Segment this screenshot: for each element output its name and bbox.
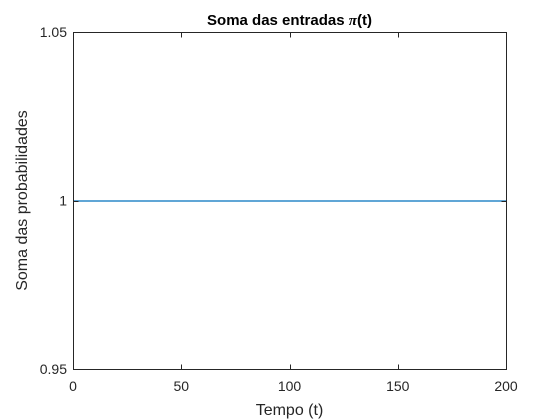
x-tick-label: 150 (386, 378, 410, 394)
x-tick-label: 50 (173, 378, 189, 394)
y-axis-ticks: 0.95 1 1.05 (40, 24, 507, 377)
x-axis-label: Tempo (t) (256, 402, 324, 419)
x-axis-ticks: 0 50 100 150 200 (69, 32, 518, 394)
x-tick-label: 200 (494, 378, 518, 394)
y-tick-label: 1 (59, 193, 67, 209)
y-tick-label: 1.05 (40, 24, 67, 40)
chart-title-symbol: π (349, 13, 358, 29)
x-tick-label: 100 (278, 378, 302, 394)
chart-title: Soma das entradas π(t) (207, 12, 372, 29)
chart-title-text: Soma das entradas (207, 12, 349, 29)
plot-area: 0 50 100 150 200 0.95 1 1.05 (40, 24, 518, 394)
y-tick-label: 0.95 (40, 361, 67, 377)
y-axis-label: Soma das probabilidades (14, 110, 31, 291)
x-tick-label: 0 (69, 378, 77, 394)
chart-title-suffix: (t) (357, 12, 372, 29)
